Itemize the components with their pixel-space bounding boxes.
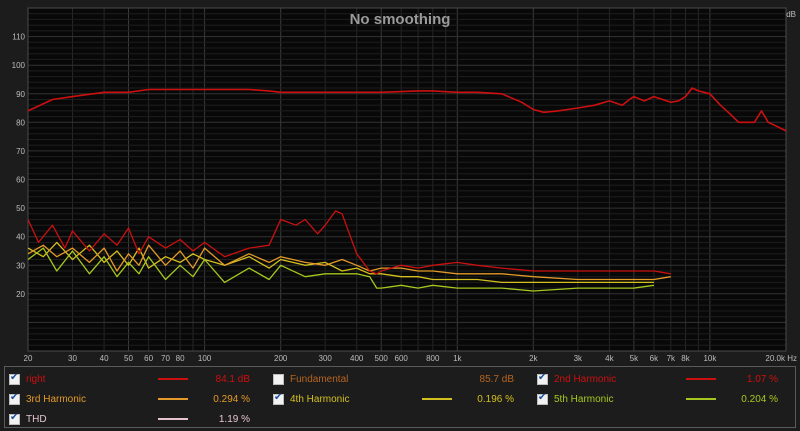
- x-tick-label: 10k: [703, 354, 717, 363]
- x-tick-label: 300: [319, 354, 333, 363]
- legend-item-4th-harmonic: 4th Harmonic 0.196 %: [273, 390, 514, 408]
- legend-line-swatch: [686, 398, 716, 400]
- x-tick-label: 2k: [529, 354, 538, 363]
- x-tick-label: 5k: [630, 354, 639, 363]
- x-tick-label: 8k: [681, 354, 690, 363]
- y-tick-label: 70: [16, 147, 25, 156]
- legend-value: 84.1 dB: [215, 373, 250, 385]
- x-tick-label: 800: [426, 354, 440, 363]
- legend-checkbox-2nd-harmonic[interactable]: [537, 372, 548, 385]
- y-tick-label: 30: [16, 261, 25, 270]
- y-axis-unit-label: dB: [786, 10, 796, 19]
- x-tick-label: 80: [176, 354, 185, 363]
- y-tick-label: 100: [12, 61, 26, 70]
- x-tick-label: 20: [24, 354, 33, 363]
- legend-checkbox-thd[interactable]: [9, 412, 20, 425]
- legend-label: right: [26, 373, 46, 385]
- legend-value: 0.294 %: [213, 393, 250, 405]
- series-line-3rd-harmonic: [27, 244, 671, 281]
- x-tick-label: 20.0k Hz: [765, 354, 797, 363]
- chart-plot: 20 30 40 50 60 70 80 90 100 110 20 30 40 50 60 70 80 100 2…: [11, 7, 797, 363]
- legend-checkbox-3rd-harmonic[interactable]: [9, 392, 20, 405]
- x-tick-label: 400: [350, 354, 364, 363]
- y-tick-label: 90: [16, 90, 25, 99]
- legend-value: 0.196 %: [477, 393, 514, 405]
- x-tick-label: 7k: [667, 354, 676, 363]
- x-tick-label: 3k: [574, 354, 583, 363]
- legend-label: THD: [26, 413, 47, 425]
- legend-line-swatch: [158, 418, 188, 420]
- legend-value: 85.7 dB: [479, 373, 514, 385]
- series-line-right: [27, 87, 787, 132]
- legend-value: 1.07 %: [746, 373, 778, 385]
- legend-checkbox-fundamental[interactable]: [273, 373, 284, 385]
- y-tick-label: 80: [16, 118, 25, 127]
- legend-line-swatch: [422, 378, 452, 380]
- series-line-2nd-harmonic: [27, 210, 671, 275]
- x-tick-label: 4k: [605, 354, 614, 363]
- legend-line-swatch: [158, 398, 188, 400]
- legend-panel: right 84.1 dB Fundamental 85.7 dB 2nd Harmon…: [4, 366, 796, 428]
- x-tick-label: 40: [100, 354, 109, 363]
- x-tick-label: 500: [375, 354, 389, 363]
- x-tick-label: 1k: [453, 354, 462, 363]
- legend-checkbox-4th-harmonic[interactable]: [273, 392, 284, 405]
- legend-item-2nd-harmonic: 2nd Harmonic 1.07 %: [537, 370, 778, 388]
- legend-item-right: right 84.1 dB: [9, 370, 250, 388]
- legend-label: 4th Harmonic: [290, 393, 350, 405]
- legend-item-3rd-harmonic: 3rd Harmonic 0.294 %: [9, 390, 250, 408]
- x-tick-label: 200: [274, 354, 288, 363]
- x-tick-label: 70: [161, 354, 170, 363]
- x-tick-label: 6k: [650, 354, 659, 363]
- legend-line-swatch: [158, 378, 188, 380]
- legend-item-fundamental: Fundamental 85.7 dB: [273, 370, 514, 388]
- legend-checkbox-5th-harmonic[interactable]: [537, 392, 548, 405]
- legend-item-5th-harmonic: 5th Harmonic 0.204 %: [537, 390, 778, 408]
- chart-title: No smoothing: [350, 11, 451, 28]
- y-tick-label: 20: [16, 290, 25, 299]
- y-tick-label: 50: [16, 204, 25, 213]
- legend-value: 0.204 %: [741, 393, 778, 405]
- y-tick-label: 40: [16, 233, 25, 242]
- legend-label: 2nd Harmonic: [554, 373, 617, 385]
- legend-label: 3rd Harmonic: [26, 393, 87, 405]
- series-line-4th-harmonic: [27, 241, 654, 284]
- x-tick-label: 100: [198, 354, 212, 363]
- legend-label: Fundamental: [290, 373, 349, 385]
- x-tick-label: 50: [124, 354, 133, 363]
- legend-label: 5th Harmonic: [554, 393, 614, 405]
- series-line-5th-harmonic: [27, 247, 654, 292]
- x-tick-label: 60: [144, 354, 153, 363]
- y-tick-label: 60: [16, 176, 25, 185]
- legend-line-swatch: [422, 398, 452, 400]
- y-tick-label: 110: [12, 33, 25, 42]
- legend-line-swatch: [686, 378, 716, 380]
- legend-value: 1.19 %: [218, 413, 250, 425]
- x-tick-label: 600: [395, 354, 409, 363]
- legend-checkbox-right[interactable]: [9, 372, 20, 385]
- legend-item-thd: THD 1.19 %: [9, 410, 250, 428]
- x-tick-label: 30: [68, 354, 77, 363]
